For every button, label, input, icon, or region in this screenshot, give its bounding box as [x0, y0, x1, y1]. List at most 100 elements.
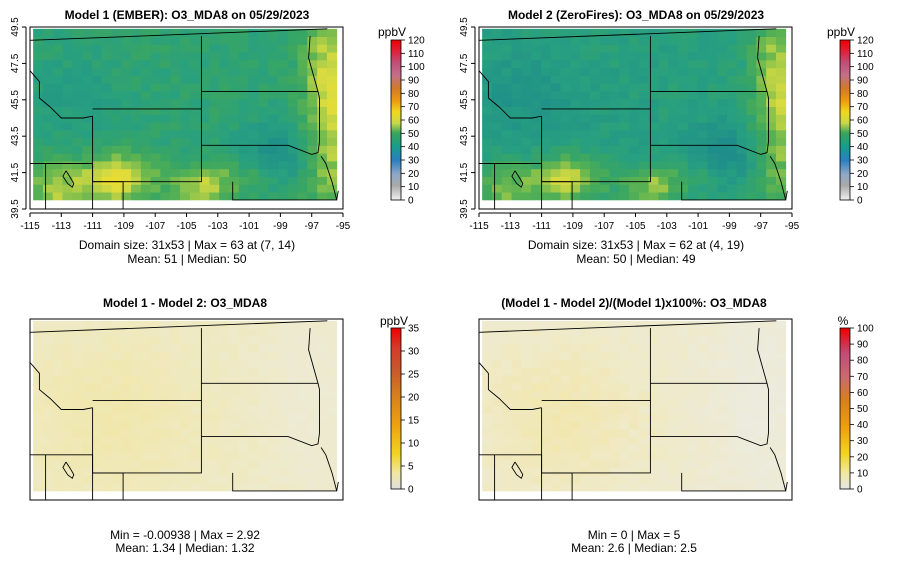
heatmap-cell: [287, 91, 298, 100]
heatmap-cell: [756, 390, 767, 399]
heatmap-cell: [775, 129, 787, 139]
heatmap-cell: [307, 137, 318, 146]
heatmap-cell: [668, 475, 679, 484]
heatmap-cell: [599, 374, 610, 384]
colorbar-tick-label: 100: [857, 62, 874, 73]
heatmap-cell: [82, 106, 93, 115]
state-boundary: [448, 328, 464, 455]
heatmap-cell: [72, 320, 83, 329]
colorbar-tick-label: 10: [408, 439, 420, 450]
heatmap-cell: [170, 67, 181, 76]
heatmap-cell: [726, 137, 738, 146]
heatmap-cell: [297, 28, 308, 37]
heatmap-cell: [248, 429, 259, 438]
heatmap-cell: [101, 122, 112, 131]
heatmap-cell: [219, 344, 230, 353]
heatmap-cell: [229, 106, 240, 115]
state-boundary: [681, 155, 787, 201]
heatmap-cell: [209, 405, 220, 415]
heatmap-cell: [550, 91, 561, 100]
heatmap-cell: [326, 83, 338, 92]
heatmap-cell: [687, 153, 698, 162]
heatmap-cell: [297, 398, 308, 407]
heatmap-cell: [287, 145, 298, 154]
heatmap-cell: [307, 122, 318, 131]
heatmap-cell: [668, 67, 679, 76]
heatmap-cell: [229, 351, 240, 360]
colorbar-tick-label: 80: [857, 89, 869, 100]
heatmap-cell: [52, 114, 63, 123]
heatmap-cell: [82, 460, 93, 469]
heatmap-cell: [229, 59, 240, 69]
heatmap-cell: [570, 106, 581, 115]
heatmap-cell: [33, 59, 44, 69]
heatmap-cell: [501, 429, 512, 438]
heatmap-cell: [482, 390, 493, 399]
heatmap-cell: [297, 421, 308, 430]
colorbar-tick-label: 50: [857, 129, 869, 140]
heatmap-cell: [268, 176, 279, 185]
heatmap-cell: [209, 44, 220, 53]
colorbar-tick-label: 30: [857, 156, 869, 167]
heatmap-cell: [238, 145, 249, 154]
heatmap-cell: [62, 351, 73, 360]
heatmap-cell: [609, 374, 620, 384]
heatmap-cell: [775, 359, 787, 368]
heatmap-cell: [687, 98, 698, 107]
heatmap-cell: [91, 429, 103, 438]
heatmap-cell: [101, 359, 112, 368]
heatmap-cell: [580, 390, 591, 399]
heatmap-cell: [287, 390, 298, 399]
heatmap-cell: [756, 436, 767, 445]
heatmap-cell: [609, 137, 620, 146]
heatmap-cell: [746, 36, 757, 45]
heatmap-cell: [648, 28, 659, 37]
heatmap-cell: [599, 129, 610, 139]
heatmap-cell: [521, 367, 532, 376]
heatmap-cell: [550, 320, 561, 329]
heatmap-cell: [658, 351, 669, 360]
heatmap-cell: [180, 444, 191, 453]
heatmap-cell: [170, 436, 181, 445]
heatmap-cell: [268, 413, 279, 422]
heatmap-cell: [482, 83, 493, 92]
heatmap-cell: [258, 359, 269, 368]
heatmap-cell: [199, 351, 210, 360]
heatmap-cell: [736, 436, 747, 445]
heatmap-cell: [238, 413, 249, 422]
heatmap-cell: [91, 467, 103, 476]
heatmap-cell: [91, 145, 103, 154]
heatmap-cell: [91, 413, 103, 422]
heatmap-cell: [248, 367, 259, 376]
heatmap-cell: [258, 390, 269, 399]
heatmap-cell: [140, 106, 152, 115]
heatmap-cell: [511, 359, 522, 368]
heatmap-cell: [287, 320, 298, 329]
heatmap-cell: [775, 184, 787, 193]
colorbar-unit: ppbV: [827, 25, 855, 39]
heatmap-cell: [160, 467, 171, 476]
heatmap-cell: [668, 413, 679, 422]
heatmap-cell: [209, 398, 220, 407]
heatmap-cell: [189, 405, 201, 415]
heatmap-cell: [678, 192, 689, 201]
heatmap-cell: [219, 67, 230, 76]
heatmap-cell: [72, 98, 83, 107]
heatmap-cell: [209, 59, 220, 69]
heatmap-cell: [756, 122, 767, 131]
heatmap-cell: [189, 421, 201, 430]
heatmap-cell: [648, 436, 659, 445]
heatmap-cell: [697, 382, 708, 391]
heatmap-cell: [560, 405, 571, 415]
heatmap-cell: [209, 184, 220, 193]
heatmap-cell: [707, 382, 718, 391]
heatmap-cell: [62, 382, 73, 391]
heatmap-cell: [297, 436, 308, 445]
heatmap-cell: [121, 36, 132, 45]
heatmap-cell: [91, 192, 103, 201]
heatmap-cell: [219, 382, 230, 391]
heatmap-cell: [160, 382, 171, 391]
heatmap-cell: [160, 122, 171, 131]
heatmap-cell: [726, 52, 738, 61]
heatmap-cell: [687, 374, 698, 384]
